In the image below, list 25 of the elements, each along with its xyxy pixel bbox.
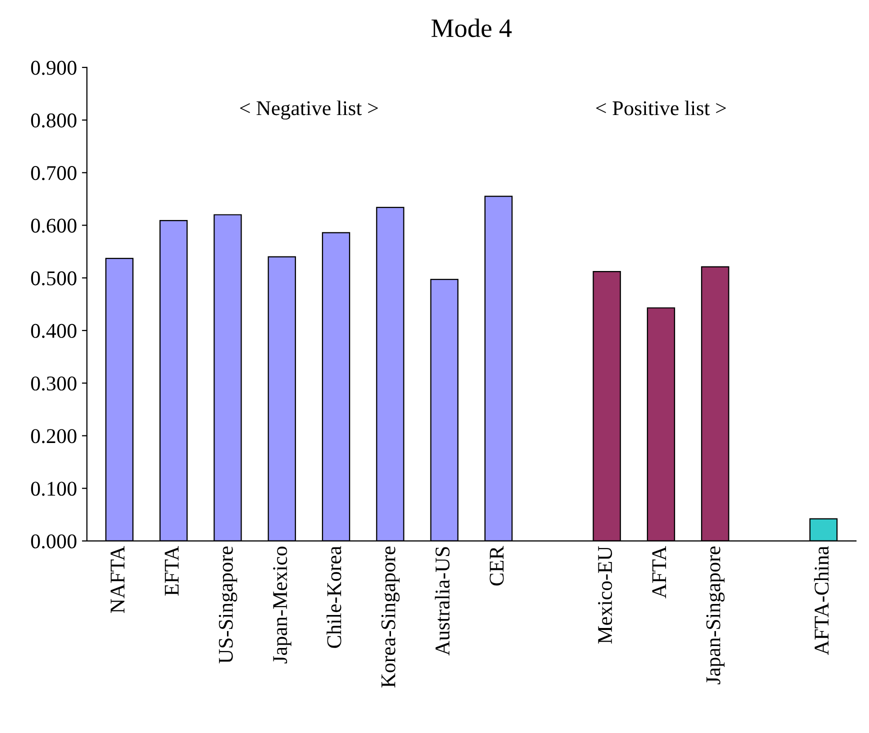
y-tick-label: 0.300	[31, 376, 76, 391]
x-tick-label: CER	[490, 546, 504, 586]
x-tick-label: Mexico-EU	[598, 546, 612, 644]
x-tick-label: US-Singapore	[218, 546, 238, 664]
chart-title: Mode 4	[432, 18, 512, 38]
y-tick-label: 0.800	[31, 113, 76, 128]
x-tick-label: Australia-US	[434, 547, 450, 656]
y-tick-label: 0.400	[31, 324, 76, 338]
y-tick-label: 0.600	[31, 218, 76, 233]
y-tick-label: 0.700	[31, 166, 76, 180]
y-tick-label: 0.500	[31, 271, 76, 286]
x-tick-label: AFTA	[652, 546, 666, 598]
annotation: < Negative list >	[240, 100, 378, 120]
x-tick-label: Japan-Mexico	[273, 546, 292, 664]
x-tick-label: EFTA	[164, 546, 179, 596]
y-tick-label: 0.200	[31, 429, 76, 444]
annotation: < Positive list >	[596, 100, 726, 116]
x-tick-label: Korea-Singapore	[381, 546, 400, 688]
x-tick-label: AFTA-China	[814, 546, 829, 656]
y-tick-label: 0.100	[31, 482, 76, 496]
x-tick-label: Chile-Korea	[326, 546, 342, 648]
y-tick-label: 0.900	[31, 60, 76, 75]
y-tick-label: 0.000	[31, 534, 76, 548]
x-tick-label: Japan-Singapore	[706, 546, 725, 684]
x-tick-label: NAFTA	[110, 546, 124, 613]
